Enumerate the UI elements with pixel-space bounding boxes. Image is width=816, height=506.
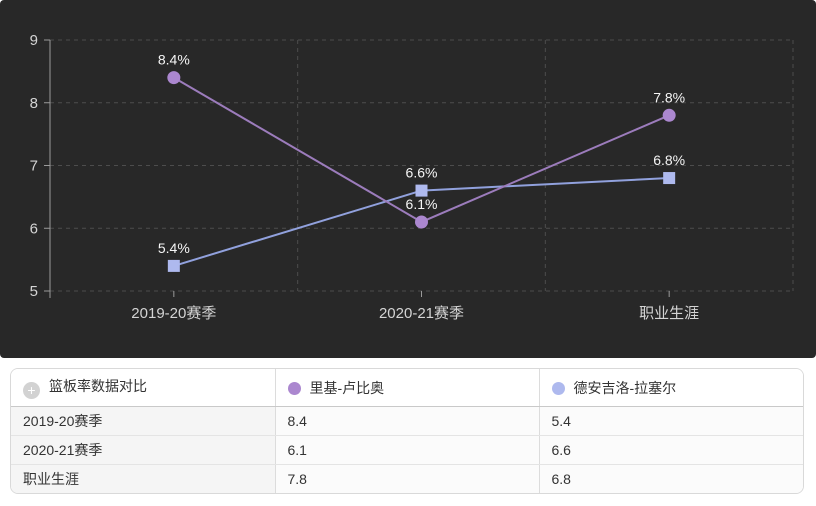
series2-legend-dot [551, 381, 565, 395]
cell-series1-value: 8.4 [274, 406, 539, 436]
row-label: 2020-21赛季 [11, 435, 275, 465]
series1-legend-dot [287, 381, 301, 395]
plus-circle-icon: + [23, 381, 40, 399]
table-row: 职业生涯 7.8 6.8 [11, 464, 803, 493]
comparison-table: + 篮板率数据对比 里基-卢比奥 德安吉洛-拉塞尔 2019-20赛季 8.4 5… [11, 369, 803, 493]
cell-series2-value: 5.4 [538, 406, 803, 436]
series2-header-cell: 德安吉洛-拉塞尔 [538, 369, 803, 407]
series-point-circle [167, 71, 181, 85]
cell-series1-value: 7.8 [274, 464, 539, 493]
data-label: 6.8% [653, 152, 685, 168]
series-point-square [663, 172, 676, 185]
series-point-square [167, 259, 180, 272]
data-label: 6.6% [406, 165, 438, 181]
series1-name: 里基-卢比奥 [309, 379, 385, 396]
data-label: 5.4% [158, 240, 190, 256]
x-axis-tick-label: 职业生涯 [639, 305, 699, 322]
table-title: 篮板率数据对比 [49, 378, 147, 395]
table-title-cell: + 篮板率数据对比 [11, 369, 275, 407]
table-header-row: + 篮板率数据对比 里基-卢比奥 德安吉洛-拉塞尔 [11, 369, 803, 407]
row-label: 2019-20赛季 [11, 406, 275, 436]
y-axis-tick-label: 9 [30, 32, 38, 49]
y-axis-tick-label: 6 [30, 220, 38, 237]
series-point-circle [415, 215, 428, 229]
cell-series2-value: 6.6 [538, 435, 803, 465]
series2-name: 德安吉洛-拉塞尔 [573, 379, 677, 396]
y-axis-tick-label: 7 [30, 158, 38, 175]
table-row: 2019-20赛季 8.4 5.4 [11, 406, 803, 436]
cell-series2-value: 6.8 [538, 464, 803, 493]
rebound-rate-line-chart[interactable]: 9 8 7 6 5 2019-20赛季 2020-21赛季 职业生涯 5.4% 6.6% 6.8% 8… [0, 0, 816, 358]
data-label: 6.1% [406, 196, 438, 212]
data-label: 8.4% [158, 52, 190, 68]
series1-header-cell: 里基-卢比奥 [274, 369, 539, 407]
x-axis-tick-label: 2020-21赛季 [379, 305, 464, 322]
cell-series1-value: 6.1 [274, 435, 539, 465]
y-axis-tick-label: 5 [30, 283, 38, 300]
comparison-table-card: + 篮板率数据对比 里基-卢比奥 德安吉洛-拉塞尔 2019-20赛季 8.4 5… [10, 368, 804, 494]
table-row: 2020-21赛季 6.1 6.6 [11, 435, 803, 465]
chart-panel: 9 8 7 6 5 2019-20赛季 2020-21赛季 职业生涯 5.4% 6.6% 6.8% 8… [0, 0, 816, 358]
series-point-circle [662, 108, 676, 122]
x-axis-tick-label: 2019-20赛季 [131, 305, 216, 322]
data-label: 7.8% [653, 89, 685, 105]
row-label: 职业生涯 [11, 464, 275, 493]
series-point-square [415, 184, 428, 197]
y-axis-tick-label: 8 [30, 95, 38, 112]
